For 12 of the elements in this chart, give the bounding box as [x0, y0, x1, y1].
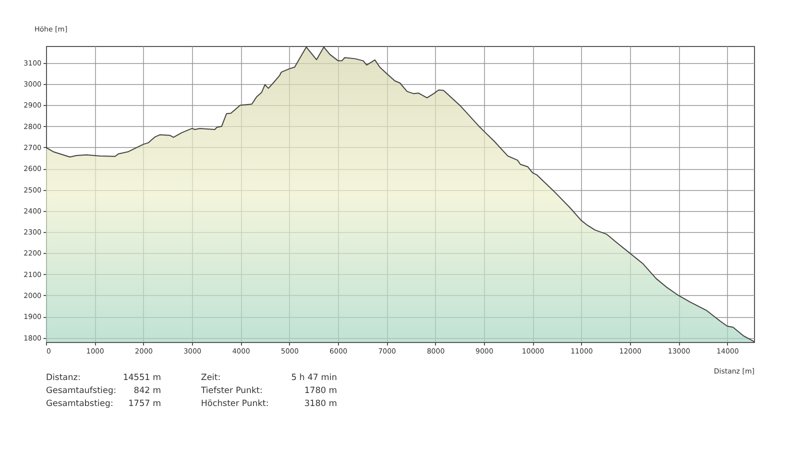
- text: Höchster Punkt:: [201, 399, 270, 409]
- text: Gesamtabstieg:: [46, 399, 114, 409]
- text: Tiefster Punkt:: [201, 386, 264, 396]
- text: 5 h 47 min: [290, 373, 337, 383]
- text: 3180 m: [303, 399, 337, 409]
- text: Gesamtaufstieg:: [46, 386, 118, 396]
- text: Zeit:: [201, 373, 222, 383]
- text: 842 m: [132, 386, 161, 396]
- text: 14551 m: [122, 373, 161, 383]
- text: 1757 m: [127, 399, 161, 409]
- text: 1780 m: [303, 386, 337, 396]
- text: Distanz:: [46, 373, 82, 383]
